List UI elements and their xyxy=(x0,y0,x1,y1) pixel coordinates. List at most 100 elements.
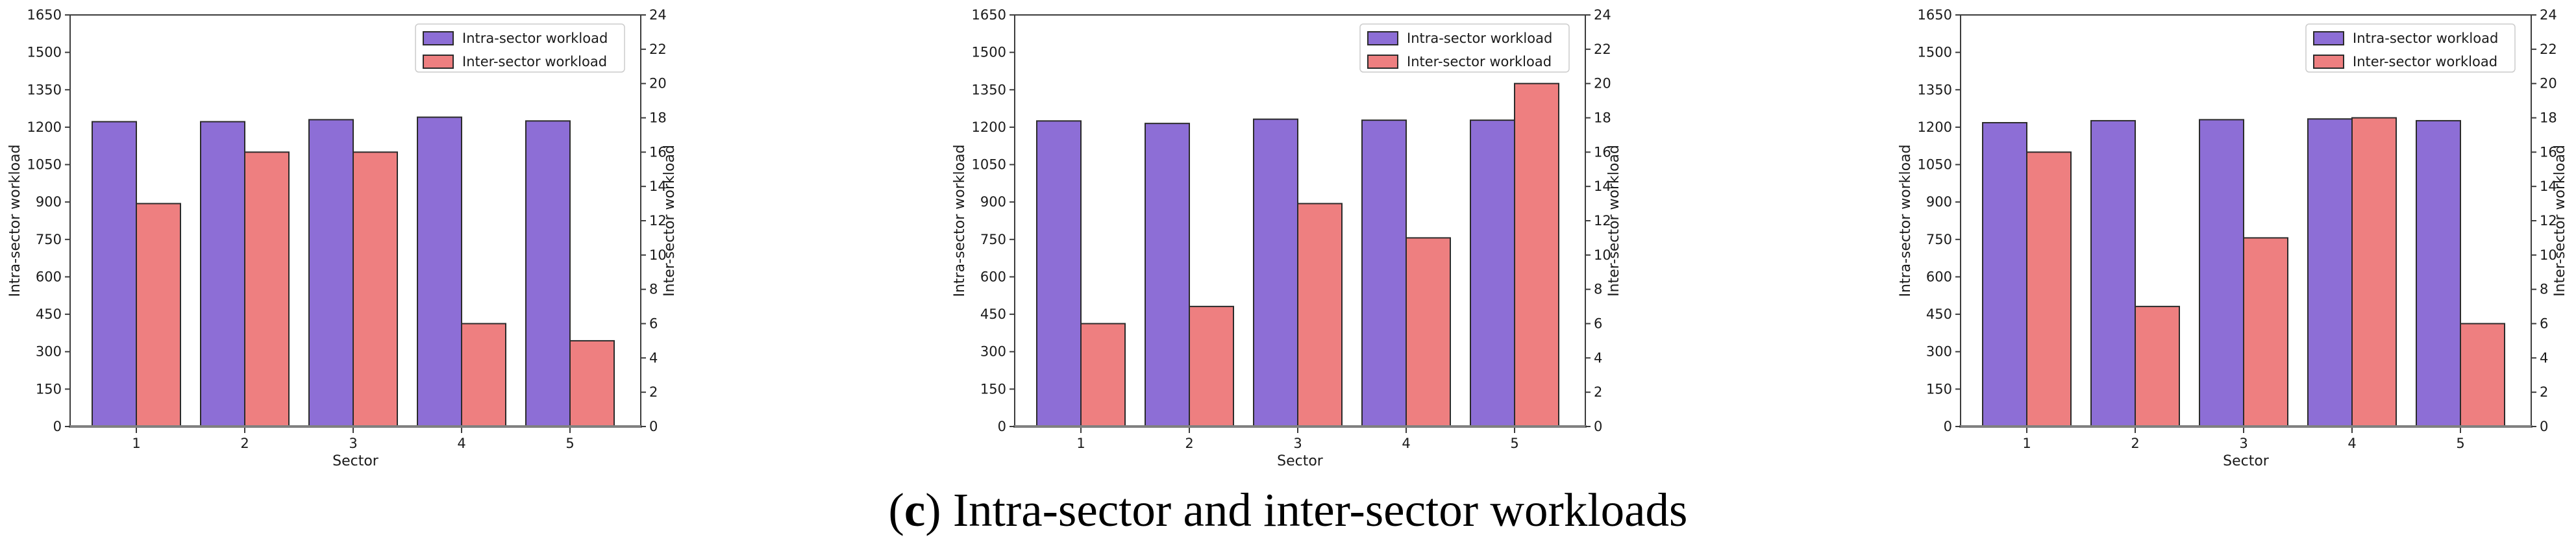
left-tick-label: 900 xyxy=(1926,194,1952,210)
right-tick-label: 16 xyxy=(2540,144,2557,160)
right-tick-label: 14 xyxy=(1594,179,1611,194)
inter-bar-sector-5 xyxy=(569,340,615,428)
right-tick-label: 12 xyxy=(2540,213,2557,229)
x-axis-title: Sector xyxy=(1277,453,1324,469)
chart-canvas: 0 150 300 450 600 750 900 1050 1200 1350 1500 1650 0… xyxy=(7,7,678,469)
x-tick-label: 2 xyxy=(1185,436,1193,451)
right-tick-label: 2 xyxy=(1594,384,1602,400)
inter-bar-sector-1 xyxy=(1080,323,1126,427)
intra-bar-sector-4 xyxy=(2307,118,2353,427)
right-tick-label: 18 xyxy=(649,110,667,126)
inter-bar-sector-3 xyxy=(353,151,398,427)
legend-label-inter: Inter-sector workload xyxy=(2353,54,2497,69)
left-tick-label: 1200 xyxy=(972,119,1006,135)
inter-bar-sector-2 xyxy=(244,151,290,427)
x-tick-label: 3 xyxy=(349,436,357,451)
left-tick-label: 1500 xyxy=(1918,45,1952,60)
right-axis-title: Inter-sector workload xyxy=(662,145,678,297)
inter-bar-sector-5 xyxy=(1514,82,1559,427)
legend-box xyxy=(415,23,625,73)
inter-bar-sector-2 xyxy=(2135,306,2180,428)
left-tick-label: 900 xyxy=(36,194,62,210)
left-tick-label: 450 xyxy=(36,306,62,322)
inter-bar-sector-5 xyxy=(2460,323,2505,427)
left-tick-label: 1500 xyxy=(972,45,1006,60)
legend-label-intra: Intra-sector workload xyxy=(462,31,608,46)
x-tick-label: 1 xyxy=(1076,436,1085,451)
left-tick-label: 900 xyxy=(980,194,1006,210)
left-tick-label: 1500 xyxy=(27,45,62,60)
left-tick-label: 1350 xyxy=(1918,82,1952,97)
legend-swatch-inter xyxy=(423,55,454,69)
chart-right: 0 150 300 450 600 750 900 1050 1200 1350 1500 1650 0… xyxy=(1890,0,2576,474)
left-tick-label: 600 xyxy=(980,269,1006,284)
chart-canvas: 0 150 300 450 600 750 900 1050 1200 1350 1500 1650 0… xyxy=(952,7,1622,469)
caption-panel-letter: c xyxy=(904,484,926,536)
left-axis-title: Intra-sector workload xyxy=(952,145,968,297)
right-tick-label: 6 xyxy=(1594,316,1602,332)
right-tick-label: 0 xyxy=(1594,419,1602,434)
left-tick-label: 1200 xyxy=(1918,119,1952,135)
intra-bar-sector-2 xyxy=(1145,123,1190,428)
inter-bar-sector-1 xyxy=(2026,151,2072,427)
legend-label-inter: Inter-sector workload xyxy=(462,54,607,69)
left-tick-label: 150 xyxy=(1926,381,1952,397)
right-tick-label: 22 xyxy=(649,42,667,57)
right-tick-label: 24 xyxy=(1594,7,1611,23)
right-axis-title: Inter-sector workload xyxy=(2552,145,2568,297)
right-tick-label: 22 xyxy=(1594,42,1611,57)
right-tick-label: 24 xyxy=(2540,7,2557,23)
right-tick-label: 2 xyxy=(649,384,658,400)
left-tick-label: 450 xyxy=(1926,306,1952,322)
legend-label-inter: Inter-sector workload xyxy=(1407,54,1552,69)
left-tick-label: 750 xyxy=(36,232,62,247)
intra-bar-sector-3 xyxy=(308,119,354,428)
left-tick-label: 750 xyxy=(980,232,1006,247)
left-tick-label: 300 xyxy=(1926,344,1952,360)
intra-bar-sector-2 xyxy=(2090,119,2136,427)
legend-label-intra: Intra-sector workload xyxy=(1407,31,1552,46)
right-tick-label: 22 xyxy=(2540,42,2557,57)
left-tick-label: 1350 xyxy=(27,82,62,97)
legend: Intra-sector workload Inter-sector worklo… xyxy=(415,23,625,73)
intra-bar-sector-2 xyxy=(200,121,245,428)
legend-swatch-intra xyxy=(2313,31,2344,45)
legend-swatch-inter xyxy=(1367,55,1398,69)
legend: Intra-sector workload Inter-sector worklo… xyxy=(2305,23,2516,73)
x-tick-label: 3 xyxy=(2239,436,2248,451)
x-tick-label: 2 xyxy=(240,436,249,451)
legend-box xyxy=(1359,23,1570,73)
left-tick-label: 1050 xyxy=(1918,157,1952,173)
left-tick-label: 1050 xyxy=(27,157,62,173)
intra-bar-sector-5 xyxy=(1470,119,1515,427)
right-tick-label: 10 xyxy=(649,247,667,263)
x-tick-label: 3 xyxy=(1293,436,1302,451)
right-tick-label: 18 xyxy=(2540,110,2557,126)
inter-bar-sector-1 xyxy=(136,203,181,427)
left-tick-label: 1650 xyxy=(972,7,1006,23)
chart-canvas: 0 150 300 450 600 750 900 1050 1200 1350 1500 1650 0… xyxy=(1898,7,2568,469)
intra-bar-sector-5 xyxy=(2416,119,2461,427)
left-tick-label: 600 xyxy=(36,269,62,284)
left-tick-label: 1650 xyxy=(1918,7,1952,23)
left-tick-label: 150 xyxy=(980,381,1006,397)
legend-swatch-inter xyxy=(2313,55,2344,69)
inter-bar-sector-4 xyxy=(461,323,506,427)
legend-label-intra: Intra-sector workload xyxy=(2353,31,2498,46)
x-tick-label: 4 xyxy=(1402,436,1410,451)
chart-left: 0 150 300 450 600 750 900 1050 1200 1350 1500 1650 0… xyxy=(0,0,727,474)
legend-swatch-intra xyxy=(423,31,454,45)
right-tick-label: 12 xyxy=(1594,213,1611,229)
left-tick-label: 1050 xyxy=(972,157,1006,173)
inter-bar-sector-3 xyxy=(1297,203,1343,427)
left-tick-label: 600 xyxy=(1926,269,1952,284)
inter-bar-sector-4 xyxy=(2351,117,2397,427)
intra-bar-sector-5 xyxy=(525,120,571,427)
x-tick-label: 4 xyxy=(457,436,465,451)
x-tick-label: 4 xyxy=(2347,436,2356,451)
right-tick-label: 4 xyxy=(2540,350,2548,365)
right-tick-label: 18 xyxy=(1594,110,1611,126)
x-tick-label: 5 xyxy=(565,436,574,451)
caption-paren-open: ( xyxy=(888,484,904,536)
